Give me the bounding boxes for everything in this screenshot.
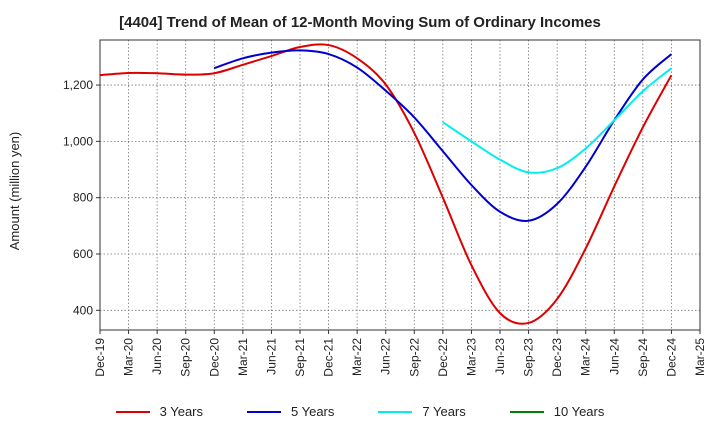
y-tick-label: 600 (73, 247, 93, 261)
series-line-3-years (99, 43, 673, 325)
x-tick-label: Jun-20 (150, 338, 164, 375)
legend-item-5-years: 5 Years (247, 404, 334, 419)
plot-frame (99, 39, 701, 331)
x-tick-label: Dec-22 (436, 338, 450, 377)
x-tick-label: Sep-24 (636, 338, 650, 377)
y-tick-label: 800 (73, 191, 93, 205)
y-tick-label: 1,200 (63, 78, 93, 92)
x-tick-label: Dec-23 (550, 338, 564, 377)
x-tick-label: Sep-22 (407, 338, 421, 377)
x-tick-label: Mar-25 (693, 338, 707, 376)
legend-item-7-years: 7 Years (378, 404, 466, 419)
x-tick-label: Mar-21 (236, 338, 250, 376)
legend-label: 3 Years (159, 404, 203, 419)
legend-swatch (247, 410, 281, 413)
x-tick-label: Sep-23 (522, 338, 536, 377)
legend-swatch (509, 410, 544, 413)
x-tick-label: Jun-21 (264, 338, 278, 375)
legend-swatch (115, 410, 150, 413)
series-layer (99, 43, 673, 325)
axis-layer: 400 600 800 1,000 1,200 Dec-19 Mar-20 Jun-20 Sep… (63, 39, 707, 377)
x-tick-label: Sep-20 (179, 338, 193, 377)
x-tick-label: Jun-23 (493, 338, 507, 375)
legend-swatch (378, 410, 413, 413)
x-tick-label: Sep-21 (293, 338, 307, 377)
series-line-5-years (213, 49, 673, 222)
x-tick-label: Mar-20 (122, 338, 136, 376)
legend-label: 7 Years (422, 404, 466, 419)
legend: 3 Years 5 Years 7 Years 10 Years (0, 404, 720, 419)
x-tick-label: Mar-22 (350, 338, 364, 376)
x-tick-label: Dec-21 (322, 338, 336, 377)
legend-item-10-years: 10 Years (509, 404, 605, 419)
x-tick-label: Jun-22 (379, 338, 393, 375)
x-tick-label: Mar-23 (464, 338, 478, 376)
x-tick-label: Jun-24 (607, 338, 621, 375)
chart-title: [4404] Trend of Mean of 12-Month Moving … (119, 14, 601, 31)
y-tick-label: 1,000 (63, 134, 93, 148)
legend-item-3-years: 3 Years (115, 404, 203, 419)
x-tick-label: Dec-19 (93, 338, 107, 377)
grid-layer (100, 40, 700, 330)
x-tick-label: Dec-20 (207, 338, 221, 377)
legend-label: 5 Years (291, 404, 335, 419)
legend-label: 10 Years (553, 404, 605, 419)
y-axis-label: Amount (million yen) (7, 132, 22, 251)
series-line-7-years (442, 67, 673, 174)
y-tick-label: 400 (73, 303, 93, 317)
x-tick-label: Mar-24 (579, 338, 593, 376)
x-tick-label: Dec-24 (664, 338, 678, 377)
